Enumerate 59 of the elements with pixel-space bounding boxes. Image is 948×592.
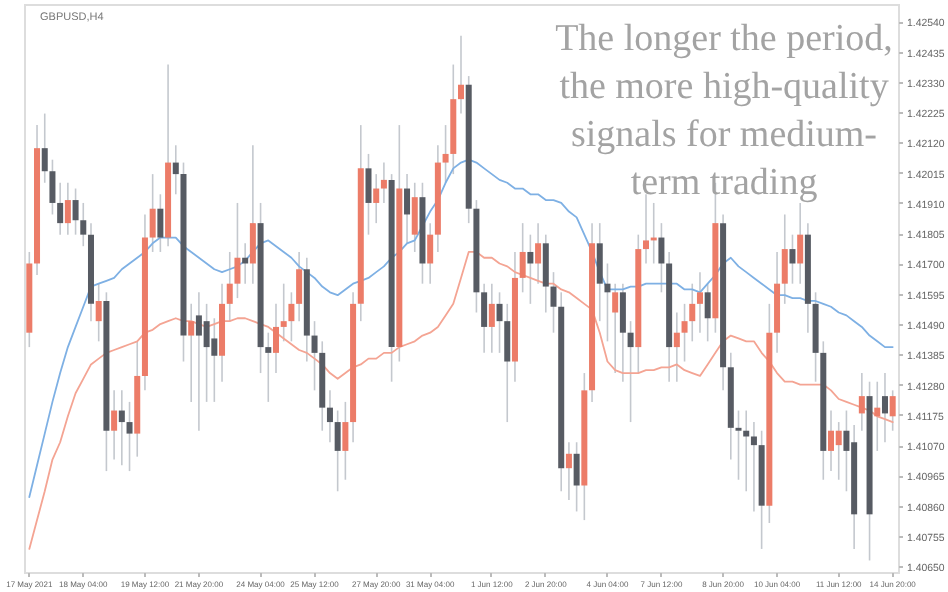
candlestick (704, 282, 711, 343)
candlestick (95, 282, 102, 343)
candlestick (573, 441, 580, 513)
candlestick (380, 161, 387, 204)
annotation: The longer the period, the more high-quality signals for medium- term trading (555, 18, 893, 204)
candlestick (596, 222, 603, 322)
candlestick (157, 193, 164, 253)
candlestick (288, 291, 295, 343)
candlestick (789, 233, 796, 285)
candlestick (619, 282, 626, 383)
candlestick (527, 233, 534, 305)
candlestick (881, 372, 888, 444)
candlestick (326, 389, 333, 444)
candlestick (457, 34, 465, 115)
candlestick (411, 181, 418, 253)
candlestick (342, 401, 349, 481)
candlestick (488, 282, 495, 354)
candlestick (565, 441, 572, 501)
candlestick (874, 380, 881, 452)
candlestick (627, 320, 634, 423)
candlestick (280, 282, 287, 343)
candlestick (226, 251, 233, 322)
candlestick (64, 181, 71, 236)
candlestick (612, 282, 619, 374)
candlestick (427, 222, 434, 285)
candlestick (504, 303, 511, 423)
candlestick (689, 282, 696, 343)
candlestick (519, 222, 526, 294)
candlestick (365, 153, 372, 236)
candlestick (404, 173, 411, 245)
candlestick (673, 311, 680, 383)
candlestick (249, 144, 256, 285)
candlestick (481, 282, 488, 354)
candlestick (889, 389, 896, 432)
candlestick (828, 409, 835, 472)
candlestick (750, 421, 757, 513)
candlestick (118, 389, 125, 467)
candlestick (835, 421, 842, 481)
candlestick (272, 303, 279, 374)
candlestick (797, 202, 804, 285)
candlestick (373, 173, 380, 224)
candlestick (858, 372, 865, 432)
candlestick (296, 251, 303, 322)
candlestick (188, 303, 195, 403)
candlestick (535, 222, 542, 285)
candlestick (781, 213, 788, 305)
candlestick (195, 291, 202, 432)
candlestick (211, 317, 218, 403)
candlestick (80, 202, 87, 247)
candlestick (696, 271, 703, 334)
candlestick (149, 173, 156, 253)
candlestick (334, 409, 341, 493)
candlestick (203, 303, 210, 403)
candlestick (57, 181, 64, 236)
candlestick (111, 389, 118, 461)
line-series (28, 158, 894, 498)
candlestick (542, 233, 549, 314)
candlestick (643, 193, 650, 265)
candlestick (126, 401, 133, 472)
